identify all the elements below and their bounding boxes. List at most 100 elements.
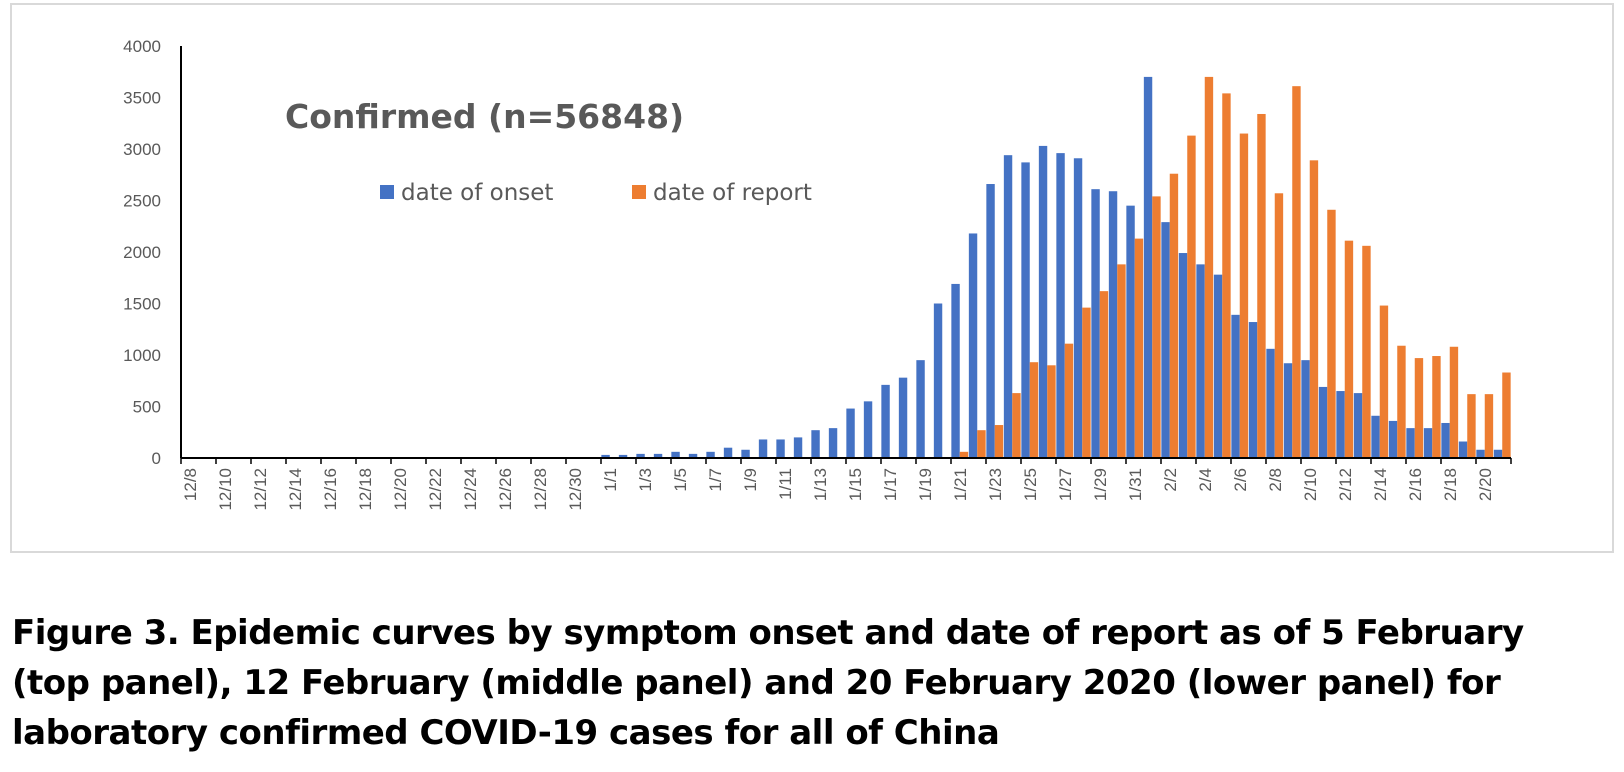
bar-onset — [636, 453, 645, 458]
x-tick-label: 2/10 — [1301, 468, 1320, 501]
x-tick-label: 1/5 — [671, 468, 690, 492]
bar-report — [1152, 196, 1161, 458]
legend-label-onset: date of onset — [401, 180, 553, 206]
bar-report — [1222, 93, 1231, 458]
bar-report — [994, 425, 1004, 458]
x-tick-label: 12/24 — [461, 468, 480, 511]
y-tick-label: 3000 — [123, 140, 161, 159]
bar-onset — [1441, 422, 1450, 458]
x-tick-label: 12/30 — [566, 468, 585, 511]
y-tick-label: 1000 — [123, 346, 161, 365]
x-tick-label: 12/26 — [496, 468, 515, 511]
bar-report — [1379, 305, 1389, 458]
bar-onset — [1161, 222, 1170, 458]
x-tick-label: 12/10 — [216, 468, 235, 511]
bar-onset — [1493, 449, 1503, 458]
bar-report — [1432, 356, 1441, 458]
x-tick-label: 1/15 — [846, 468, 865, 501]
bar-onset — [723, 447, 733, 458]
bar-onset — [846, 408, 855, 458]
x-tick-label: 12/20 — [391, 468, 410, 511]
x-tick-label: 1/19 — [916, 468, 935, 501]
bar-report — [1064, 343, 1074, 458]
bar-report — [1029, 362, 1039, 458]
bar-onset — [881, 384, 890, 458]
bar-report — [1274, 193, 1284, 459]
bar-onset — [1143, 76, 1153, 459]
bar-onset — [618, 454, 628, 458]
bar-onset — [1213, 274, 1223, 458]
y-tick-label: 500 — [133, 398, 161, 417]
bar-onset — [968, 233, 978, 458]
x-tick-label: 12/14 — [286, 468, 305, 511]
bar-report — [1467, 394, 1476, 458]
bar-report — [1204, 76, 1214, 459]
x-axis: 12/8 12/10 12/12 12/14 12/16 12/18 12/20 12/22 1… — [180, 457, 1512, 511]
bar-report — [1082, 307, 1091, 458]
bar-onset — [933, 303, 943, 458]
bar-onset — [1266, 348, 1275, 458]
bar-onset — [793, 437, 803, 458]
x-tick-label: 2/18 — [1441, 468, 1460, 501]
bar-report — [1414, 358, 1424, 458]
bar-onset — [601, 454, 610, 458]
bar-onset — [1423, 428, 1433, 458]
bar-onset — [1388, 420, 1398, 458]
y-tick-label: 1500 — [123, 295, 161, 314]
bar-onset — [1283, 363, 1293, 458]
bar-onset — [1371, 415, 1380, 458]
x-tick-label: 2/2 — [1161, 468, 1180, 492]
bar-onset — [986, 184, 995, 458]
bar-onset — [1196, 264, 1205, 458]
x-tick-label: 2/16 — [1406, 468, 1425, 501]
bar-onset — [1091, 189, 1100, 459]
bar-report — [1099, 291, 1109, 458]
x-tick-label: 1/31 — [1126, 468, 1145, 501]
bar-onset — [1126, 205, 1135, 458]
bar-onset — [811, 430, 820, 458]
bar-onset — [688, 453, 698, 458]
x-tick-label: 1/9 — [741, 468, 760, 492]
bar-onset — [741, 449, 750, 458]
x-tick-label: 12/22 — [426, 468, 445, 511]
bar-report — [1362, 245, 1371, 458]
bar-onset — [706, 451, 715, 458]
bar-onset — [828, 428, 838, 458]
x-tick-label: 2/6 — [1231, 468, 1250, 492]
legend-label-report: date of report — [653, 180, 812, 206]
bar-onset — [951, 283, 960, 458]
bar-report — [1047, 365, 1056, 458]
bar-onset — [1056, 153, 1065, 458]
bar-onset — [1406, 428, 1415, 458]
y-tick-label: 3500 — [123, 89, 161, 108]
x-tick-label: 12/18 — [356, 468, 375, 511]
x-tick-label: 1/23 — [986, 468, 1005, 501]
x-tick-label: 12/16 — [321, 468, 340, 511]
figure-caption: Figure 3. Epidemic curves by symptom ons… — [12, 613, 1524, 753]
chart-title: Confirmed (n=56848) — [285, 97, 684, 136]
legend: date of onset date of report — [380, 180, 812, 206]
bar-report — [1257, 113, 1266, 458]
bar-onset — [1301, 360, 1310, 458]
y-axis: 0 500 1000 1500 2000 2500 3000 3500 4000 — [123, 37, 182, 468]
y-tick-label: 2000 — [123, 243, 161, 262]
bar-onset — [863, 401, 873, 458]
bar-report — [1169, 173, 1179, 458]
x-tick-label: 1/7 — [706, 468, 725, 492]
bar-onset — [1021, 162, 1030, 458]
bar-report — [1134, 238, 1144, 458]
legend-swatch-onset — [380, 185, 394, 199]
bar-onset — [1353, 393, 1363, 458]
x-tick-label: 1/3 — [636, 468, 655, 492]
bar-onset — [1336, 391, 1345, 458]
bar-report — [977, 430, 986, 458]
bar-onset — [1318, 386, 1328, 458]
bar-onset — [1003, 155, 1013, 458]
x-tick-label: 1/27 — [1056, 468, 1075, 501]
bar-report — [1012, 393, 1021, 458]
bar-onset — [1231, 314, 1240, 458]
bar-onset — [1476, 449, 1485, 458]
bar-report — [1502, 372, 1511, 458]
x-tick-label: 12/8 — [181, 468, 200, 501]
